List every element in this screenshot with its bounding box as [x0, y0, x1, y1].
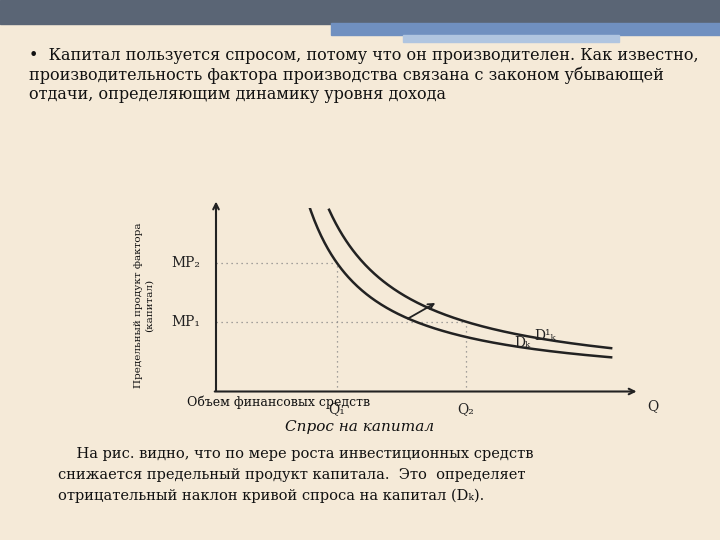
Text: На рис. видно, что по мере роста инвестиционных средств
снижается предельный про: На рис. видно, что по мере роста инвести… [58, 447, 533, 503]
Text: •  Капитал пользуется спросом, потому что он производителен. Как известно, произ: • Капитал пользуется спросом, потому что… [29, 46, 698, 104]
Text: Объем финансовых средств: Объем финансовых средств [187, 395, 370, 409]
Text: MP₁: MP₁ [171, 315, 200, 329]
Text: Q₂: Q₂ [457, 402, 474, 416]
Text: Спрос на капитал: Спрос на капитал [285, 420, 435, 434]
Text: Q: Q [647, 399, 659, 413]
Text: Предельный продукт фактора
(капитал): Предельный продукт фактора (капитал) [135, 222, 153, 388]
Text: D¹ₖ: D¹ₖ [534, 329, 556, 343]
Text: Q₁: Q₁ [328, 402, 346, 416]
Text: Dₖ: Dₖ [514, 336, 531, 350]
Text: MP₂: MP₂ [171, 256, 200, 270]
